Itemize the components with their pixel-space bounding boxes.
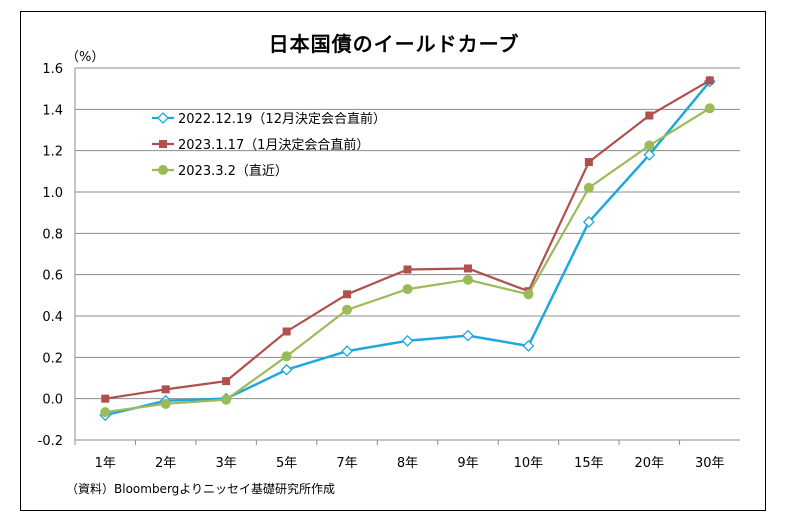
data-point [522, 340, 535, 352]
data-point [343, 290, 352, 299]
grid-layer [75, 67, 740, 441]
data-point [583, 182, 594, 193]
data-point [643, 148, 656, 161]
data-point [584, 158, 593, 167]
x-tick-label: 8年 [397, 456, 418, 471]
data-point [101, 394, 110, 403]
data-point [403, 265, 412, 274]
data-point [401, 334, 414, 347]
x-tick-label: 2年 [155, 456, 176, 471]
x-tick-label: 10年 [514, 456, 544, 471]
source-note: （資料）Bloombergよりニッセイ基礎研究所作成 [66, 482, 336, 496]
series-line [104, 80, 711, 417]
legend-item: 2023.3.2（直近） [152, 164, 288, 179]
legend-marker [158, 165, 168, 175]
series-1 [99, 75, 716, 422]
data-point [100, 407, 111, 418]
series-line [105, 79, 711, 400]
axis-layer: -0.2 0.0 0.2 0.4 0.6 0.8 1.0 1.2 1.4 1.6 1年 2年 3年 5年 7… [38, 62, 725, 471]
x-tick-label: 5年 [276, 456, 297, 471]
data-point [705, 76, 714, 85]
y-tick-label: 1.6 [42, 62, 63, 77]
legend-label: 2022.12.19（12月決定会合直前） [178, 111, 386, 127]
chart-frame [20, 11, 766, 511]
x-tick-label: 20年 [635, 456, 665, 471]
y-tick-label: 1.2 [42, 145, 63, 160]
y-axis-unit: （%） [66, 50, 105, 65]
data-point [463, 264, 472, 273]
x-tick-label: 9年 [457, 456, 478, 471]
data-point [462, 274, 473, 285]
legend-label: 2023.3.2（直近） [178, 164, 288, 179]
data-point [341, 345, 353, 358]
y-tick-label: 0.4 [42, 310, 63, 325]
legend: 2022.12.19（12月決定会合直前） 2023.1.17（1月決定会合直前）… [152, 111, 386, 179]
data-point [644, 140, 655, 151]
legend-label: 2023.1.17（1月決定会合直前） [178, 137, 369, 153]
legend-item: 2022.12.19（12月決定会合直前） [152, 111, 386, 127]
legend-item: 2023.1.17（1月決定会合直前） [152, 137, 369, 153]
data-point [402, 284, 413, 295]
data-point [462, 329, 474, 342]
data-point [160, 398, 171, 409]
data-point [222, 377, 231, 386]
series-3 [100, 103, 715, 418]
series-layer [99, 75, 716, 422]
y-tick-label: 0.0 [42, 393, 63, 408]
data-point [582, 216, 595, 228]
y-tick-label: 0.2 [42, 351, 63, 366]
chart-title: 日本国債のイールドカーブ [268, 32, 520, 56]
data-point [161, 385, 170, 394]
y-tick-label: 0.6 [42, 269, 63, 284]
data-point [704, 103, 715, 114]
x-tick-label: 3年 [215, 456, 236, 471]
legend-marker [157, 112, 169, 124]
data-point [342, 304, 353, 315]
data-point [282, 327, 291, 336]
y-tick-label: 1.0 [42, 186, 63, 201]
data-point [280, 363, 293, 376]
data-point [645, 111, 654, 120]
x-tick-label: 7年 [336, 456, 357, 471]
data-point [523, 289, 534, 300]
series-line [105, 107, 711, 414]
data-point [221, 394, 232, 405]
y-tick-label: 1.4 [42, 103, 63, 118]
x-tick-label: 15年 [574, 456, 604, 471]
legend-marker [159, 140, 167, 148]
data-point [281, 351, 292, 362]
y-tick-label: -0.2 [38, 434, 63, 449]
x-tick-label: 1年 [95, 456, 116, 471]
x-tick-label: 30年 [695, 456, 725, 471]
y-tick-label: 0.8 [42, 227, 63, 242]
